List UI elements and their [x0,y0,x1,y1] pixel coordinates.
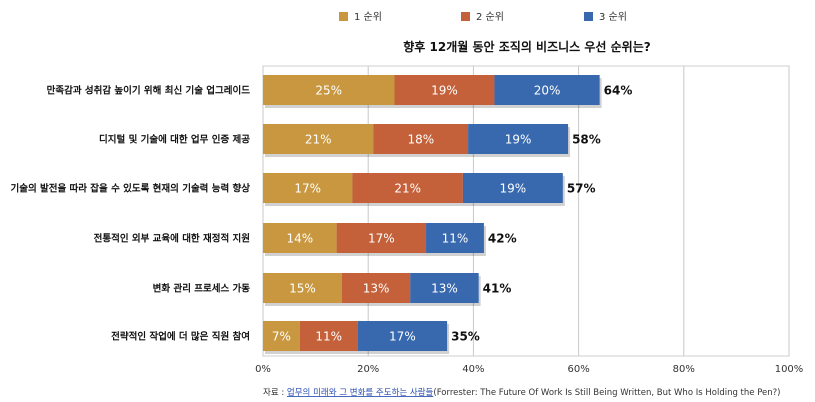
segment-label: 21% [394,182,421,196]
bar-segment [336,223,427,253]
segment-label: 14% [286,232,313,246]
legend-label: 2 순위 [476,10,504,23]
category-label: 기술의 발전을 따라 잡을 수 있도록 현재의 기술력 능력 향상 [10,183,250,195]
legend-swatch [461,12,470,21]
segment-label: 25% [315,84,342,98]
total-label: 41% [483,282,512,296]
bar-segment [357,321,448,351]
segment-label: 17% [294,182,321,196]
legend-swatch [584,12,593,21]
total-label: 35% [451,330,480,344]
bar-segment [263,321,300,351]
bar-segment [263,173,353,203]
bar-segment [394,75,495,105]
total-label: 64% [604,84,633,98]
category-label: 변화 관리 프로세스 가동 [153,283,251,295]
bar-segment [263,75,395,105]
segment-label: 21% [305,133,332,147]
x-tick-label: 80% [673,364,695,375]
bar-segment [468,124,569,154]
bar-segment [263,223,337,253]
segment-label: 17% [389,330,416,344]
segment-label: 19% [431,84,458,98]
segment-label: 13% [363,282,390,296]
segment-label: 18% [407,133,434,147]
x-tick-label: 60% [567,364,589,375]
bar-segment [494,75,600,105]
bar-segment [462,173,563,203]
category-label: 전략적인 작업에 더 많은 직원 참여 [111,331,250,343]
x-tick-label: 100% [775,364,804,375]
bar-segment [263,124,374,154]
segment-label: 15% [289,282,316,296]
segment-label: 7% [272,330,291,344]
x-axis-ticks: 0% 20% 40% 60% 80% 100% [255,364,803,375]
category-label: 만족감과 성취감 높이기 위해 최신 기술 업그레이드 [47,85,251,97]
bar-segment [373,124,469,154]
segment-label: 11% [315,330,342,344]
x-tick-label: 40% [462,364,484,375]
segment-label: 11% [442,232,469,246]
legend-label: 1 순위 [354,10,382,23]
legend: 1 순위 2 순위 3 순위 [339,10,627,23]
total-label: 58% [572,133,601,147]
segment-label: 19% [500,182,527,196]
plot-area: 25% 19% 20% 64% 21% 18% 19% 58% 17% 21% 19% 57% 14% 1… [262,65,790,357]
source-suffix: (Forrester: The Future Of Work Is Still … [433,388,780,398]
bar-segment [299,321,358,351]
bar-segment [426,223,484,253]
segment-label: 20% [534,84,561,98]
bar-segment [341,273,411,303]
total-label: 42% [488,232,517,246]
source-prefix: 자료 : [263,388,287,398]
bar-segment [410,273,479,303]
category-label: 전통적인 외부 교육에 대한 재정적 지원 [94,233,250,245]
legend-swatch [339,12,348,21]
plot-border [262,65,790,357]
bar-segment [352,173,463,203]
category-label: 디지털 및 기술에 대한 업무 인증 제공 [99,134,250,146]
segment-label: 19% [505,133,532,147]
source-link[interactable]: 업무의 미래와 그 변화를 주도하는 사람들 [287,387,434,398]
total-label: 57% [567,182,596,196]
bar-segment [263,273,342,303]
segment-label: 17% [368,232,395,246]
x-tick-label: 0% [255,364,271,375]
legend-label: 3 순위 [599,10,627,23]
segment-label: 13% [431,282,458,296]
x-tick-label: 20% [357,364,379,375]
source-note: 자료 : 업무의 미래와 그 변화를 주도하는 사람들(Forrester: T… [263,387,780,398]
chart-title: 향후 12개월 동안 조직의 비즈니스 우선 순위는? [403,39,650,54]
